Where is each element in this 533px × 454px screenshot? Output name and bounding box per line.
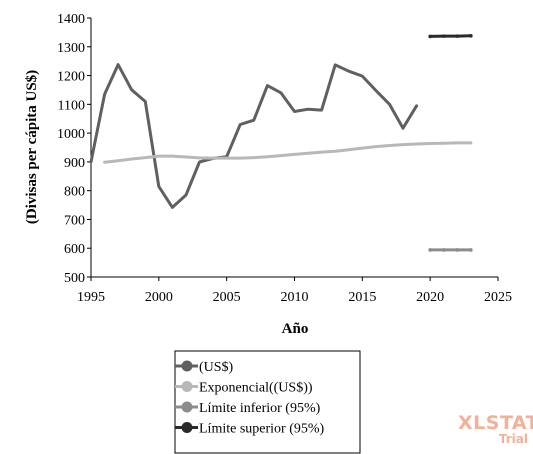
y-tick-label: 1000 — [57, 127, 85, 142]
y-tick-label: 800 — [64, 185, 85, 200]
legend: (US$) Exponencial((US$)) Límite inferior (… — [174, 350, 361, 454]
legend-swatch-limite-superior-marker — [181, 422, 193, 433]
series-limite-superior-point — [469, 34, 473, 38]
legend-swatch-exponencial-marker — [181, 381, 193, 392]
x-tick-label: 2015 — [348, 290, 376, 305]
legend-swatch-limite-inferior-marker — [181, 401, 193, 413]
series-limite-superior-point — [428, 34, 432, 39]
series-us-line — [89, 63, 419, 209]
legend-swatch-us-marker — [181, 360, 193, 372]
legend-label-limite-inferior: Límite inferior (95%) — [199, 401, 321, 416]
series-limite-inferior-point — [455, 248, 460, 252]
tick-labels: 500 600 700 800 900 1000 1100 1200 1300 1400 1995 2… — [57, 12, 512, 305]
series-limite-inferior-point — [441, 248, 446, 252]
series-limite-superior-point — [455, 34, 460, 38]
y-tick-label: 1100 — [58, 98, 85, 113]
watermark-subtitle: Trial — [498, 432, 528, 446]
series-limite-superior-line — [428, 34, 473, 38]
y-tick-label: 600 — [64, 242, 85, 257]
x-tick-label: 2000 — [145, 290, 173, 305]
legend-label-us: (US$) — [199, 360, 234, 375]
chart-axes — [87, 17, 499, 281]
legend-label-limite-superior: Límite superior (95%) — [199, 422, 325, 437]
x-tick-label: 2005 — [213, 290, 241, 305]
y-axis-title: (Divisas per cápita US$) — [24, 70, 40, 224]
y-tick-label: 900 — [64, 156, 85, 171]
y-tick-label: 500 — [64, 271, 85, 286]
legend-box — [174, 350, 361, 454]
x-tick-label: 2025 — [484, 290, 512, 305]
x-axis-title: Año — [282, 321, 309, 337]
y-tick-label: 700 — [64, 213, 85, 228]
xlstat-trial-watermark: XLSTAT Trial — [458, 412, 533, 446]
series-limite-superior-point — [441, 34, 446, 38]
y-tick-label: 1200 — [57, 70, 85, 85]
series-limite-inferior-point — [428, 248, 432, 252]
x-tick-label: 1995 — [77, 290, 105, 305]
y-tick-label: 1400 — [57, 12, 85, 27]
legend-label-exponencial: Exponencial((US$)) — [199, 381, 313, 396]
x-tick-label: 2010 — [281, 290, 309, 305]
chart-series — [89, 34, 473, 252]
watermark-title: XLSTAT — [458, 412, 533, 434]
series-limite-inferior-point — [469, 248, 473, 252]
x-tick-label: 2020 — [416, 290, 444, 305]
series-exponencial-line — [103, 141, 473, 164]
y-tick-label: 1300 — [57, 41, 85, 56]
